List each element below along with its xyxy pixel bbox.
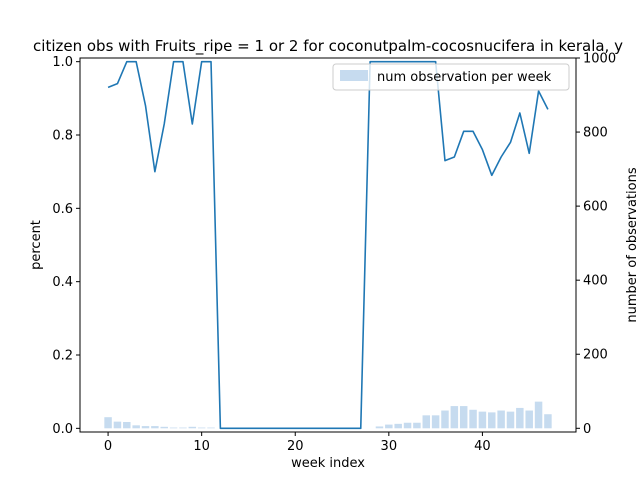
y2-tick-label: 200 xyxy=(583,348,608,363)
bar xyxy=(488,412,496,429)
bar-series xyxy=(104,401,552,429)
x-axis: 0 10 20 30 40 xyxy=(104,432,491,454)
y2-tick-label: 0 xyxy=(583,422,591,437)
bar xyxy=(422,415,431,429)
legend: num observation per week xyxy=(332,63,570,91)
x-tick-label: 10 xyxy=(193,439,210,454)
y2-tick-label: 1000 xyxy=(583,52,616,67)
bar xyxy=(188,426,197,429)
bar xyxy=(385,424,393,429)
bar xyxy=(104,417,112,429)
bar xyxy=(441,410,449,429)
bar xyxy=(141,426,150,429)
x-tick-label: 40 xyxy=(474,439,491,454)
bar xyxy=(506,411,515,429)
legend-label: num observation per week xyxy=(377,70,552,85)
bar xyxy=(132,425,140,429)
bar xyxy=(431,415,440,429)
bar xyxy=(403,422,412,429)
legend-box xyxy=(332,63,570,91)
bar xyxy=(394,423,402,429)
y2-tick-label: 600 xyxy=(583,200,608,215)
legend-swatch xyxy=(340,70,368,81)
x-tick-label: 30 xyxy=(381,439,398,454)
bar xyxy=(469,409,477,429)
bar xyxy=(113,421,122,429)
bar xyxy=(413,422,421,429)
y-axis-right: 0 200 400 600 800 1000 xyxy=(576,52,616,437)
y-tick-label: 0.4 xyxy=(52,275,73,290)
x-axis-label: week index xyxy=(291,456,365,471)
bar xyxy=(534,401,543,429)
bar xyxy=(179,427,187,429)
bar xyxy=(544,414,552,429)
line-series xyxy=(107,60,549,430)
y-tick-label: 0.8 xyxy=(52,129,73,144)
y2-axis-label: number of observations xyxy=(625,167,640,322)
x-tick-label: 20 xyxy=(287,439,304,454)
y2-tick-label: 800 xyxy=(583,126,608,141)
bar xyxy=(478,411,487,429)
bar xyxy=(459,406,468,429)
y-tick-label: 0.2 xyxy=(52,349,73,364)
bar xyxy=(525,410,533,429)
y-tick-label: 0.0 xyxy=(52,422,73,437)
bar xyxy=(160,426,168,429)
y-tick-label: 1.0 xyxy=(52,55,73,70)
chart-title: citizen obs with Fruits_ripe = 1 or 2 fo… xyxy=(33,37,623,56)
series-line xyxy=(107,60,549,430)
bar xyxy=(151,426,159,429)
bar xyxy=(375,426,384,429)
y-tick-label: 0.6 xyxy=(52,202,73,217)
x-tick-label: 0 xyxy=(104,439,112,454)
bar xyxy=(516,407,524,429)
y-axis-label: percent xyxy=(29,220,44,270)
bar xyxy=(450,406,459,429)
y-axis-left: 0.0 0.2 0.4 0.6 0.8 1.0 xyxy=(52,55,80,437)
bar xyxy=(497,410,505,429)
bar xyxy=(169,427,178,429)
bar xyxy=(123,422,131,429)
bar xyxy=(207,427,215,429)
plot-frame xyxy=(79,57,577,433)
y2-tick-label: 400 xyxy=(583,274,608,289)
bar xyxy=(197,427,206,429)
